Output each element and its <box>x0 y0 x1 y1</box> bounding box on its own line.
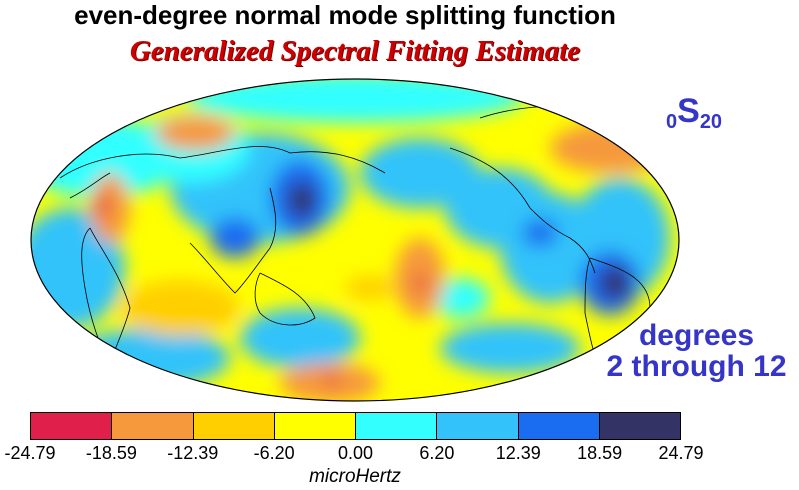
mode-overtone: 0 <box>666 111 678 133</box>
colorbar-segment <box>274 413 356 439</box>
map-subtitle: Generalized Spectral Fitting Estimate <box>129 35 581 67</box>
colorbar-segment <box>518 413 600 439</box>
colorbar-ticks: -24.79 -18.59 -12.39 -6.20 0.00 6.20 12.39 18.5… <box>0 443 799 465</box>
colorbar-tick-label: -24.79 <box>4 443 56 463</box>
degree-range-label: degrees 2 through 12 <box>594 320 799 382</box>
degrees-range: 2 through 12 <box>606 350 787 383</box>
map-title: even-degree normal mode splitting functi… <box>74 0 616 30</box>
colorbar-tick-label: 18.59 <box>577 443 623 463</box>
colorbar-segment <box>193 413 275 439</box>
field-layer <box>31 79 679 401</box>
colorbar-segment <box>356 413 438 439</box>
colorbar-segment <box>112 413 194 439</box>
colorbar <box>30 412 681 440</box>
mode-label: 0S20 <box>666 92 722 134</box>
colorbar-tick-label: 24.79 <box>658 443 704 463</box>
colorbar-unit: microHertz <box>309 466 401 487</box>
mode-degree: 20 <box>699 111 723 133</box>
mode-letter: S <box>677 92 700 130</box>
colorbar-tick-label: -12.39 <box>167 443 219 463</box>
splitting-function-map <box>30 78 680 402</box>
colorbar-tick-label: -18.59 <box>85 443 137 463</box>
colorbar-segment <box>599 413 680 439</box>
colorbar-segment <box>31 413 113 439</box>
colorbar-tick-label: 6.20 <box>419 443 455 463</box>
colorbar-tick-label: -6.20 <box>253 443 295 463</box>
degrees-word: degrees <box>638 319 755 352</box>
colorbar-segment <box>437 413 519 439</box>
colorbar-tick-label: 0.00 <box>337 443 374 463</box>
map-outline <box>30 78 680 402</box>
colorbar-tick-label: 12.39 <box>495 443 541 463</box>
